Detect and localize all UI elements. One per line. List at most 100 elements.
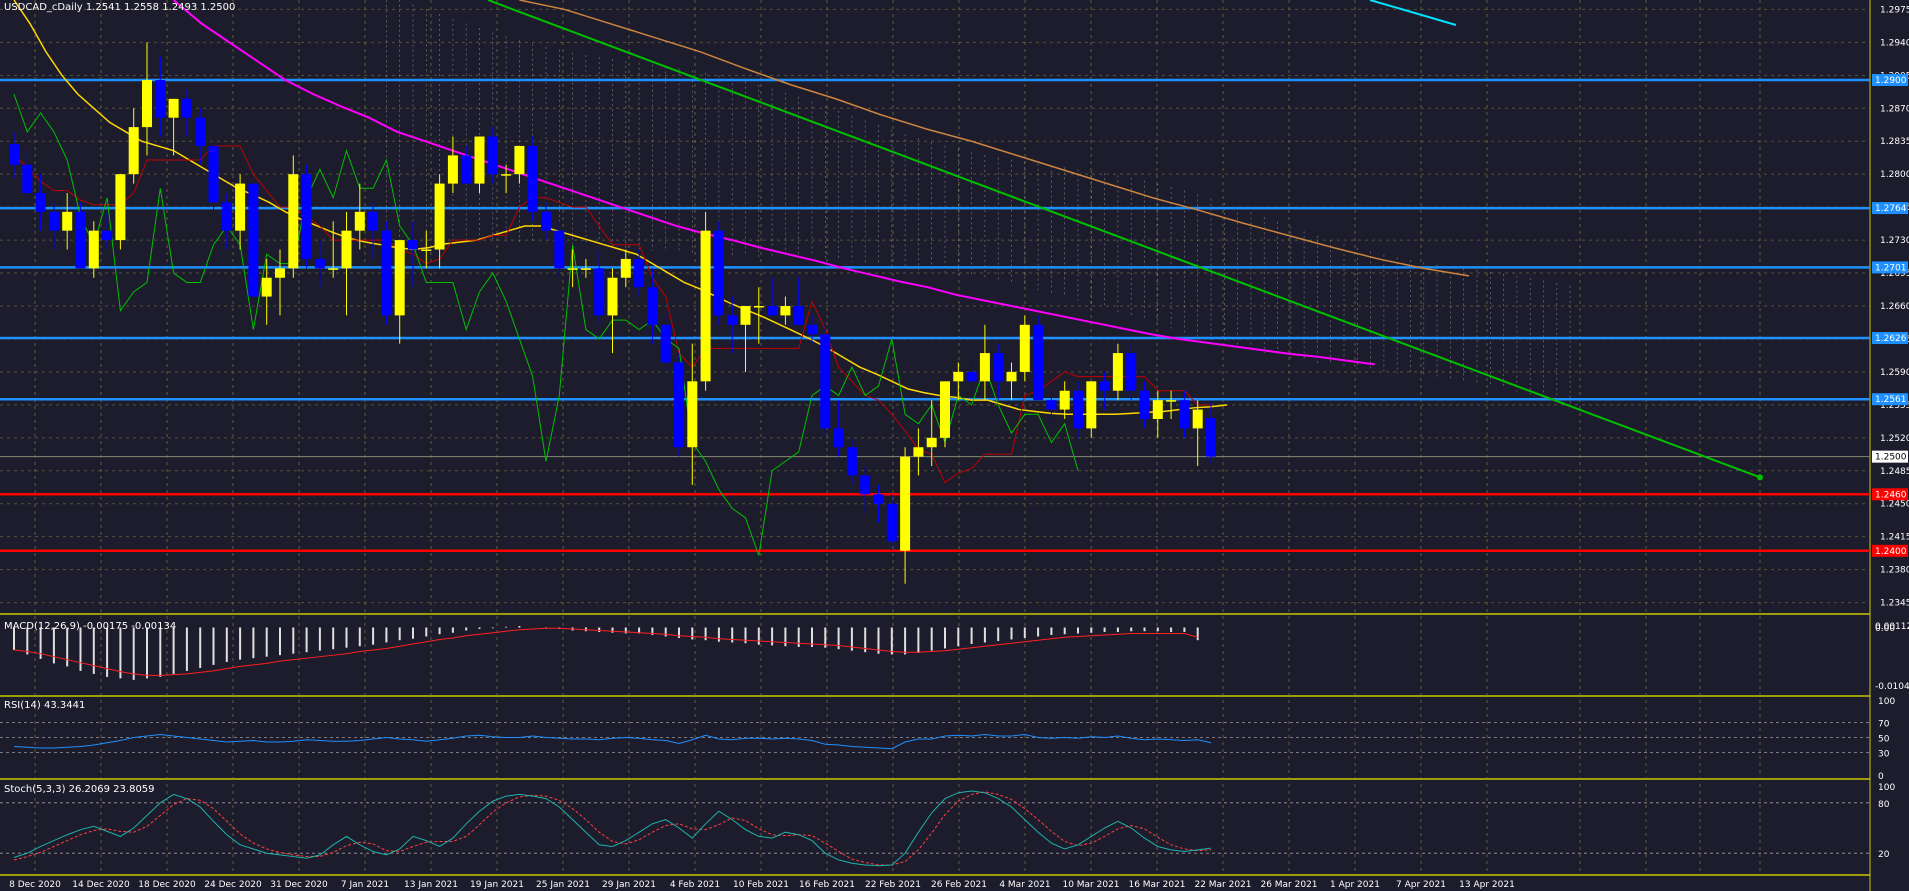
- candle-body: [979, 353, 990, 382]
- candle-body: [660, 324, 671, 363]
- candle-body: [966, 371, 977, 382]
- candle-body: [993, 353, 1004, 382]
- candle-body: [168, 98, 179, 118]
- date-label: 16 Mar 2021: [1128, 880, 1185, 890]
- candle-body: [142, 80, 152, 128]
- candle-body: [767, 306, 778, 316]
- candle-body: [421, 249, 432, 252]
- candle-body: [567, 268, 578, 270]
- date-label: 1 Apr 2021: [1330, 880, 1380, 890]
- candle-body: [48, 211, 59, 231]
- candle-body: [301, 174, 312, 259]
- level-label: 1.2460: [1875, 490, 1907, 500]
- price-tick-label: 1.2345: [1880, 599, 1909, 609]
- date-label: 8 Dec 2020: [9, 880, 61, 890]
- stoch-tick-label: 20: [1878, 850, 1890, 860]
- sub-panes: [0, 625, 1870, 867]
- macd-tick-label: 0.00112: [1875, 622, 1909, 632]
- candle-body: [860, 475, 871, 495]
- candle-body: [261, 277, 272, 297]
- candle-body: [1112, 353, 1123, 391]
- price-tick-label: 1.2870: [1880, 104, 1909, 114]
- candle-body: [501, 174, 512, 176]
- candle-body: [381, 230, 392, 316]
- candles: [9, 42, 1216, 584]
- date-label: 10 Mar 2021: [1062, 880, 1119, 890]
- candle-body: [1046, 400, 1057, 410]
- date-label: 13 Apr 2021: [1459, 880, 1515, 890]
- candle-body: [554, 230, 565, 269]
- level-label: 1.2400: [1875, 547, 1907, 557]
- level-label-box: [1872, 202, 1908, 215]
- candle-body: [580, 268, 591, 270]
- candle-body: [634, 258, 645, 288]
- date-label: 26 Feb 2021: [931, 880, 987, 890]
- candle-body: [541, 211, 551, 231]
- price-tick-label: 1.2835: [1880, 137, 1909, 147]
- candle-body: [408, 240, 418, 250]
- price-tick-label: 1.2660: [1880, 302, 1909, 312]
- rsi-tick-label: 50: [1878, 735, 1890, 745]
- candle-body: [1019, 324, 1030, 372]
- date-label: 18 Dec 2020: [138, 880, 196, 890]
- price-tick-label: 1.2380: [1880, 566, 1909, 576]
- rsi-tick-label: 70: [1878, 720, 1890, 730]
- stoch-header: Stoch(5,3,3) 26.2069 23.8059: [4, 784, 155, 795]
- date-label: 25 Jan 2021: [536, 880, 590, 890]
- rsi-header: RSI(14) 43.3441: [4, 700, 86, 711]
- rsi-tick-label: 30: [1878, 750, 1890, 760]
- level-label: 1.2764: [1875, 204, 1907, 214]
- date-label: 24 Dec 2020: [204, 880, 262, 890]
- candle-body: [1166, 400, 1177, 402]
- date-label: 26 Mar 2021: [1260, 880, 1317, 890]
- axes: 8 Dec 2020 14 Dec 2020 18 Dec 2020 24 Dec 2…: [9, 5, 1909, 890]
- ma-slow-line: [519, 0, 1470, 277]
- candle-body: [846, 447, 857, 476]
- candle-body: [195, 117, 206, 146]
- candle-body: [1033, 324, 1044, 401]
- candle-body: [35, 193, 46, 212]
- date-label: 10 Feb 2021: [733, 880, 789, 890]
- price-tick-label: 1.2590: [1880, 368, 1909, 378]
- candle-body: [88, 230, 99, 269]
- candle-body: [155, 80, 166, 118]
- candle-body: [461, 155, 472, 184]
- level-label-box: [1872, 544, 1908, 557]
- candle-body: [248, 183, 259, 297]
- candle-body: [1126, 353, 1137, 391]
- candle-body: [181, 98, 192, 118]
- candle-body: [607, 277, 618, 316]
- trendline-cyan: [1369, 0, 1457, 26]
- candle-body: [75, 211, 86, 269]
- current-price-label: 1.2500: [1875, 453, 1907, 463]
- price-tick-label: 1.2555: [1880, 401, 1909, 411]
- date-label: 22 Feb 2021: [865, 880, 921, 890]
- date-label: 14 Dec 2020: [72, 880, 130, 890]
- candle-body: [527, 145, 538, 212]
- macd-header: MACD(12,26,9) -0.00175 -0.00134: [4, 621, 177, 632]
- level-label-box: [1872, 74, 1908, 87]
- level-label: 1.2900: [1875, 76, 1907, 86]
- date-label: 4 Mar 2021: [999, 880, 1050, 890]
- candle-body: [22, 164, 33, 194]
- candle-body: [368, 211, 379, 231]
- candle-body: [753, 306, 764, 308]
- rsi-line: [13, 733, 1212, 750]
- stoch-main-line: [13, 790, 1212, 867]
- candle-body: [1086, 381, 1097, 429]
- price-tick-label: 1.2800: [1880, 170, 1909, 180]
- stoch-signal-line: [13, 791, 1212, 866]
- candle-body: [314, 258, 325, 269]
- date-label: 7 Apr 2021: [1396, 880, 1446, 890]
- candle-body: [833, 428, 844, 448]
- level-label: 1.2626: [1875, 334, 1907, 344]
- date-label: 19 Jan 2021: [470, 880, 524, 890]
- candle-body: [700, 230, 711, 382]
- candle-body: [1179, 400, 1190, 429]
- candle-body: [740, 306, 751, 325]
- date-label: 22 Mar 2021: [1194, 880, 1251, 890]
- candle-body: [487, 136, 498, 175]
- main-chart-header: USDCAD_cDaily 1.2541 1.2558 1.2493 1.250…: [4, 2, 236, 13]
